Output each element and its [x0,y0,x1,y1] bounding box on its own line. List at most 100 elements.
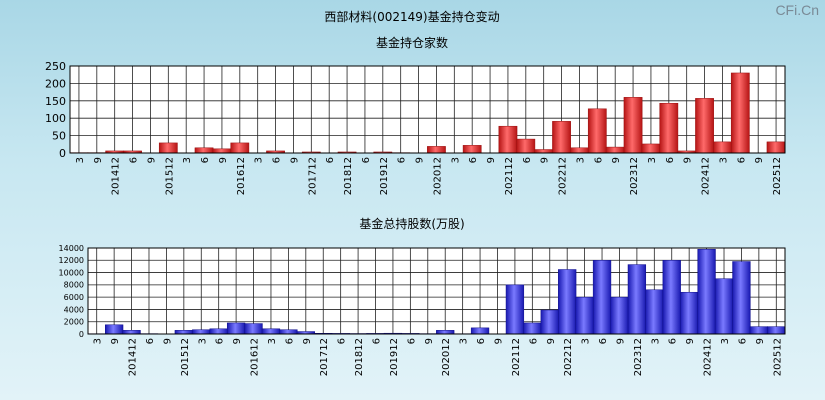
bottom-bar [209,328,228,335]
bottom-x-tick-label: 9 [685,338,696,344]
bottom-bar [523,322,542,335]
top-x-tick-label: 6 [361,157,372,163]
top-x-tick-label: 6 [397,157,408,163]
top-y-tick-label: 150 [45,95,66,108]
bottom-x-tick-label: 3 [581,338,592,344]
bottom-x-tick-label: 202512 [772,338,783,376]
bottom-x-tick-label: 201412 [128,338,139,376]
bottom-y-tick-label: 12000 [59,256,84,265]
top-bar [427,146,446,154]
top-x-tick-label: 3 [647,157,658,163]
bottom-x-tick-label: 6 [406,338,417,344]
top-x-tick-label: 3 [182,157,193,163]
bottom-bar [749,326,768,335]
bottom-x-tick-label: 6 [598,338,609,344]
bottom-bar [122,330,141,335]
bottom-x-tick-label: 9 [162,338,173,344]
top-x-tick-label: 9 [146,157,157,163]
bottom-bar [558,269,577,335]
top-y-tick-label: 200 [45,77,66,90]
top-x-tick-label: 6 [200,157,211,163]
bottom-x-tick-label: 202312 [633,338,644,376]
top-x-tick-label: 9 [415,157,426,163]
top-y-tick-label: 0 [59,147,66,160]
bottom-x-tick-label: 9 [755,338,766,344]
top-bar [212,148,232,154]
bottom-bar [540,309,559,335]
top-x-tick-label: 202312 [629,157,640,195]
bottom-y-tick-label: 6000 [64,293,84,302]
bottom-bar [505,284,525,335]
top-bar [534,149,554,154]
top-bar [194,147,214,154]
top-x-tick-label: 6 [522,157,533,163]
bottom-x-tick-label: 202212 [563,338,574,376]
bottom-x-tick-label: 202012 [441,338,452,376]
bottom-bar [105,324,124,335]
top-bar [552,121,571,154]
top-bar [587,108,607,154]
bottom-x-tick-label: 3 [650,338,661,344]
bottom-bar [261,328,281,335]
bottom-x-tick-label: 9 [615,338,626,344]
bottom-bar [279,329,298,335]
bottom-y-tick-label: 10000 [59,268,84,277]
bottom-y-tick-label: 8000 [64,281,84,290]
bottom-bar [627,264,647,335]
bottom-bar [732,261,751,335]
bottom-x-tick-label: 9 [546,338,557,344]
top-x-tick-label: 3 [75,157,86,163]
top-x-tick-label: 202412 [701,157,712,195]
bottom-bar [680,291,699,335]
top-chart-title: 基金持仓家数 [376,35,448,50]
bottom-x-tick-label: 202412 [703,338,714,376]
bottom-plot-frame [87,247,786,335]
top-x-tick-label: 9 [218,157,229,163]
top-x-tick-label: 201912 [379,157,390,195]
bottom-x-tick-label: 6 [284,338,295,344]
bottom-bar [592,260,612,335]
bottom-bar [610,296,629,335]
top-bar [713,141,732,154]
bottom-bar [575,296,594,335]
top-x-tick-label: 201712 [307,157,318,195]
main-title: 西部材料(002149)基金持仓变动 [324,9,499,24]
bottom-bar [244,323,263,335]
top-bar [695,98,714,154]
top-y-tick-label: 50 [52,130,66,143]
top-x-tick-label: 9 [486,157,497,163]
top-bar [230,142,250,154]
top-x-tick-label: 6 [325,157,336,163]
bottom-x-tick-label: 6 [476,338,487,344]
bottom-y-tick-label: 0 [79,330,84,339]
top-x-tick-label: 6 [665,157,676,163]
top-x-tick-label: 9 [754,157,765,163]
top-x-tick-label: 3 [575,157,586,163]
top-x-tick-label: 202012 [432,157,443,195]
bottom-bar [662,260,681,335]
top-x-tick-label: 201812 [343,157,354,195]
top-x-tick-label: 3 [450,157,461,163]
top-x-tick-label: 6 [736,157,747,163]
bottom-bar [192,329,211,335]
bottom-x-tick-label: 6 [668,338,679,344]
bottom-x-tick-label: 201512 [180,338,191,376]
top-x-tick-label: 9 [611,157,622,163]
bottom-x-tick-label: 9 [302,338,313,344]
bottom-x-tick-label: 9 [424,338,435,344]
top-x-tick-label: 6 [593,157,604,163]
bottom-x-tick-label: 201712 [319,338,330,376]
top-bar [498,125,518,154]
top-x-tick-label: 201412 [111,157,122,195]
bottom-bar [767,326,786,335]
bottom-x-tick-label: 3 [267,338,278,344]
top-x-tick-label: 3 [718,157,729,163]
bottom-x-tick-label: 6 [737,338,748,344]
top-x-tick-label: 9 [93,157,104,163]
top-x-tick-label: 6 [129,157,140,163]
bottom-x-tick-label: 6 [337,338,348,344]
bottom-x-tick-label: 6 [215,338,226,344]
